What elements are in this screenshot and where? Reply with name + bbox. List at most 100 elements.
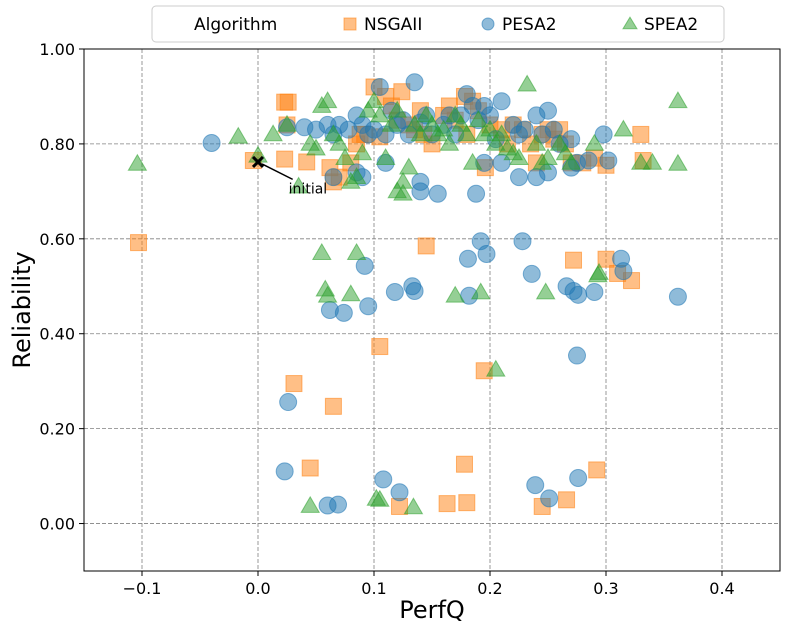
spea2-point: [480, 119, 500, 137]
x-tick-label: 0.0: [245, 579, 270, 598]
spea2-point: [311, 242, 332, 260]
spea2-point: [306, 138, 326, 156]
spea2-point: [317, 91, 338, 109]
spea2-point: [403, 497, 424, 515]
axis-ticks: −0.1 0.0 0.1 0.2 0.3 0.4 0.00 0.20 0.40 0.60 0.80 1…: [39, 40, 734, 598]
x-tick-label: −0.1: [123, 579, 162, 598]
legend-label-spea2: SPEA2: [644, 15, 698, 35]
spea2-point: [509, 148, 529, 166]
y-tick-label: 0.20: [39, 420, 75, 439]
pesa2-point: [202, 133, 221, 152]
spea2-point: [127, 153, 148, 171]
pesa2-point: [275, 462, 294, 481]
spea2-point: [228, 126, 249, 144]
legend-title: Algorithm: [194, 15, 277, 35]
data-markers: [127, 73, 688, 515]
y-tick-label: 0.60: [39, 230, 75, 249]
y-tick-label: 1.00: [39, 40, 75, 59]
spea2-point: [364, 91, 384, 109]
nsgaii-point: [588, 461, 606, 479]
nsgaii-point: [285, 375, 303, 393]
legend-label-pesa2: PESA2: [502, 15, 557, 35]
pesa2-point: [279, 393, 298, 412]
pesa2-point: [370, 77, 389, 96]
pesa2-point: [579, 151, 598, 170]
nsgaii-point: [130, 234, 148, 252]
nsgaii-point: [279, 93, 297, 111]
legend-label-nsgaii: NSGAII: [364, 15, 422, 35]
pesa2-point: [324, 168, 343, 187]
spea2-point: [668, 153, 688, 171]
plot-frame: [83, 48, 781, 572]
pesa2-point: [329, 495, 348, 514]
spea2-point: [352, 143, 373, 161]
spea2-point: [642, 152, 663, 170]
series-spea2: [127, 74, 688, 515]
x-tick-label: 0.3: [593, 579, 618, 598]
spea2-point: [300, 495, 321, 513]
spea2-point: [526, 133, 547, 151]
initial-marker: [251, 155, 265, 169]
spea2-point: [393, 183, 413, 201]
spea2-point: [317, 285, 338, 303]
spea2-point: [584, 133, 605, 151]
pesa2-point: [492, 92, 511, 111]
nsgaii-point: [458, 494, 476, 512]
pesa2-point: [458, 249, 477, 268]
spea2-point: [470, 282, 491, 300]
annotation: initial: [251, 155, 327, 197]
spea2-point: [369, 105, 390, 123]
pesa2-point: [467, 184, 486, 203]
x-tick-label: 0.1: [361, 579, 386, 598]
pesa2-point: [513, 232, 532, 251]
y-tick-label: 0.00: [39, 515, 75, 534]
x-tick-label: 0.2: [477, 579, 502, 598]
nsgaii-point: [324, 397, 342, 415]
legend-marker-spea2: [622, 16, 638, 30]
spea2-point: [410, 124, 431, 142]
legend-marker-nsgaii: [343, 17, 357, 31]
spea2-point: [369, 489, 390, 507]
spea2-point: [346, 242, 367, 260]
spea2-point: [561, 152, 582, 170]
nsgaii-point: [632, 125, 650, 143]
pesa2-point: [614, 262, 633, 281]
spea2-point: [491, 124, 512, 142]
y-axis-label: Reliability: [8, 251, 36, 368]
spea2-point: [346, 167, 367, 185]
spea2-point: [340, 284, 361, 302]
spea2-point: [485, 133, 506, 151]
spea2-point: [263, 124, 283, 142]
pesa2-point: [585, 282, 604, 301]
pesa2-point: [405, 282, 424, 301]
pesa2-point: [334, 303, 353, 322]
nsgaii-point: [565, 251, 583, 269]
spea2-point: [335, 148, 355, 166]
spea2-point: [329, 133, 350, 151]
pesa2-point: [510, 168, 528, 187]
spea2-point: [535, 282, 556, 300]
pesa2-point: [428, 184, 447, 203]
pesa2-point: [411, 172, 430, 191]
pesa2-point: [374, 470, 393, 489]
pesa2-point: [405, 73, 424, 92]
spea2-point: [613, 119, 634, 137]
nsgaii-point: [597, 250, 615, 268]
spea2-point: [381, 114, 402, 132]
spea2-point: [288, 176, 309, 194]
legend: Algorithm NSGAII PESA2 SPEA2: [151, 5, 725, 43]
spea2-point: [398, 157, 419, 175]
nsgaii-point: [301, 459, 319, 477]
spea2-point: [462, 152, 483, 170]
x-tick-label: 0.4: [709, 579, 734, 598]
pesa2-point: [526, 476, 545, 495]
annotation-arrow: [261, 163, 294, 181]
spea2-point: [433, 119, 454, 137]
nsgaii-point: [455, 455, 473, 473]
pesa2-point: [668, 287, 687, 306]
pesa2-point: [599, 151, 618, 170]
pesa2-point: [385, 282, 404, 301]
nsgaii-point: [371, 338, 389, 356]
pesa2-point: [522, 264, 541, 283]
